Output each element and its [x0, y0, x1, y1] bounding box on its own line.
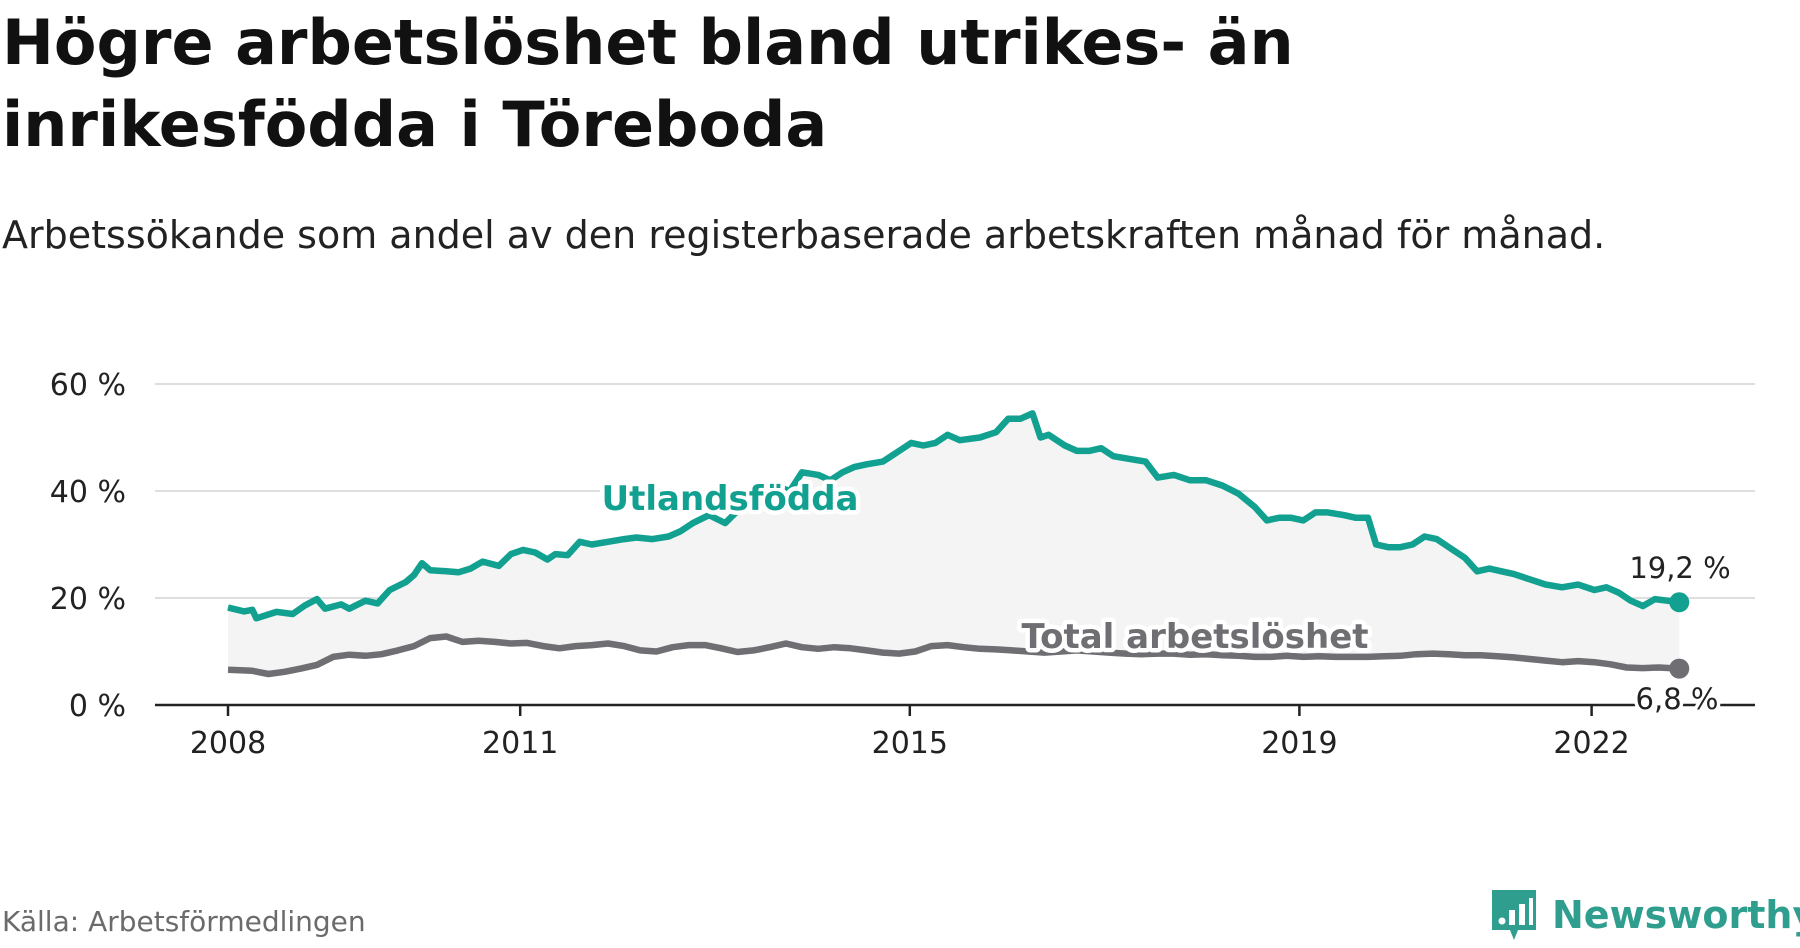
series-line-total [227, 633, 1680, 678]
x-tick-label: 2015 [872, 726, 948, 761]
end-label-total: 6,8 % [1636, 682, 1719, 716]
series-line-utlandsfodda [227, 410, 1680, 622]
y-tick-label: 0 % [69, 689, 126, 724]
chart-subtitle: Arbetssökande som andel av den registerb… [2, 213, 1606, 257]
x-tick-label: 2022 [1553, 726, 1629, 761]
y-tick-label: 60 % [50, 368, 126, 403]
series-label-total: Total arbetslöshet [1021, 617, 1368, 657]
x-axis-ticks: 2008 2011 2015 2019 2022 [190, 705, 1630, 761]
x-tick-label: 2019 [1261, 726, 1337, 761]
source-note: Källa: Arbetsförmedlingen [2, 905, 366, 938]
chart-title: Högre arbetslöshet bland utrikes- än inr… [2, 6, 1294, 161]
x-tick-label: 2008 [190, 726, 266, 761]
newsworthy-icon [1492, 890, 1536, 940]
brand-name: Newsworthy [1552, 893, 1800, 937]
series-label-utlandsfodda: Utlandsfödda [601, 479, 858, 519]
end-point-utlandsfodda [1669, 592, 1690, 613]
brand-logo: Newsworthy [1488, 885, 1800, 945]
end-point-total [1669, 658, 1690, 679]
y-tick-label: 40 % [50, 475, 126, 510]
gap-band [228, 413, 1680, 674]
x-tick-label: 2011 [482, 726, 558, 761]
end-label-utlandsfodda: 19,2 % [1629, 551, 1730, 585]
y-tick-label: 20 % [50, 582, 126, 617]
